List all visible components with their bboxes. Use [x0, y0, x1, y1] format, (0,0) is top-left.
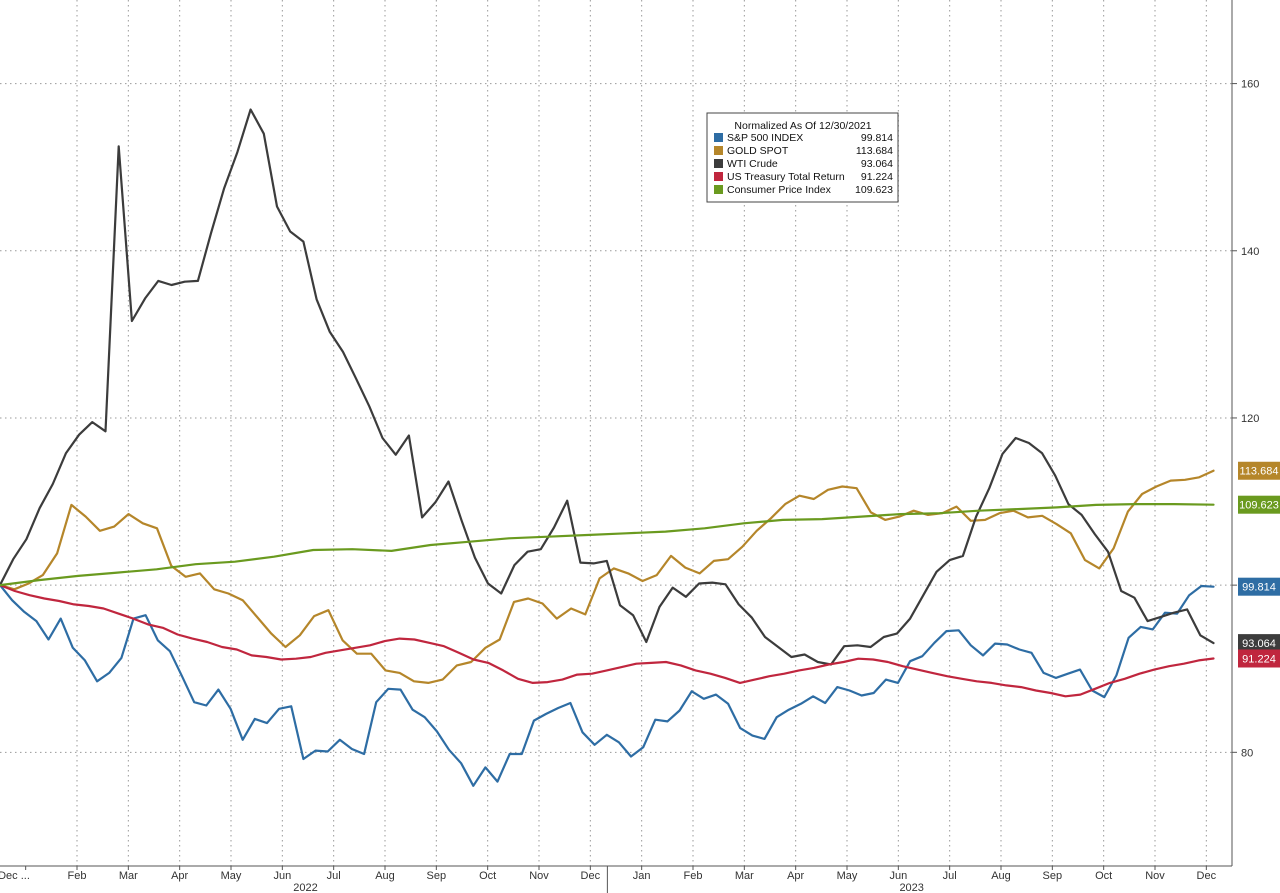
- last-value-tags: 99.814 113.684 93.064 91.224 109.623: [1238, 461, 1280, 668]
- legend-swatch: [714, 172, 723, 181]
- value-tag-label: 91.224: [1242, 653, 1276, 665]
- series-line: [0, 108, 1215, 666]
- x-tick-label: Jun: [273, 870, 291, 882]
- value-tag-label: 93.064: [1242, 638, 1276, 650]
- legend-series-value: 93.064: [861, 158, 893, 170]
- legend-box: [706, 112, 899, 203]
- legend-title: Normalized As Of 12/30/2021: [734, 120, 871, 132]
- series-line: [0, 469, 1215, 684]
- value-tag: [1238, 495, 1280, 514]
- legend-entries: S&P 500 INDEX 99.814 GOLD SPOT 113.684 WTI C…: [714, 132, 893, 196]
- value-tag-label: 113.684: [1240, 466, 1279, 478]
- y-tick-label: 140: [1241, 246, 1259, 258]
- legend-series-name: GOLD SPOT: [727, 145, 789, 157]
- value-tag: [1238, 649, 1280, 668]
- legend-swatch: [714, 133, 723, 142]
- x-tick-label: May: [221, 870, 242, 882]
- x-tick-label: Dec ...: [0, 870, 30, 882]
- year-label: 2022: [293, 882, 317, 893]
- value-tag-label: 109.623: [1239, 500, 1279, 512]
- gridlines: [0, 0, 1232, 866]
- y-tick-label: 80: [1241, 747, 1253, 759]
- x-tick-label: Aug: [991, 870, 1011, 882]
- x-tick-label: Oct: [1095, 870, 1112, 882]
- legend-series-value: 113.684: [856, 145, 893, 157]
- legend-series-value: 99.814: [861, 132, 893, 144]
- x-tick-label: Jul: [327, 870, 341, 882]
- legend-series-name: Consumer Price Index: [727, 184, 832, 196]
- axes: [0, 0, 1233, 867]
- x-tick-label: Feb: [684, 870, 703, 882]
- legend-swatch: [714, 146, 723, 155]
- value-tag: [1238, 634, 1280, 653]
- x-tick-label: Oct: [479, 870, 496, 882]
- x-tick-label: Dec: [581, 870, 601, 882]
- legend-series-value: 91.224: [861, 171, 893, 183]
- x-tick-label: Jul: [943, 870, 957, 882]
- x-tick-label: Jun: [889, 870, 907, 882]
- series-lines: [0, 108, 1215, 787]
- legend-series-name: S&P 500 INDEX: [727, 132, 803, 144]
- legend-series-value: 109.623: [855, 184, 893, 196]
- value-tag: [1238, 577, 1280, 596]
- legend-series-name: US Treasury Total Return: [727, 171, 845, 183]
- x-tick-label: May: [837, 870, 858, 882]
- x-tick-label: Nov: [529, 870, 549, 882]
- series-line: [0, 584, 1215, 698]
- legend-swatch: [714, 185, 723, 194]
- x-tick-label: Aug: [375, 870, 395, 882]
- value-tag: [1238, 461, 1280, 480]
- y-axis-ticks: 80 120 140 160: [1232, 79, 1259, 759]
- legend: Normalized As Of 12/30/2021 S&P 500 INDE…: [706, 112, 899, 203]
- x-tick-label: Jan: [633, 870, 651, 882]
- x-axis-ticks: Dec ... Feb Mar Apr May Jun Jul Aug Sep Oct Nov Dec…: [0, 866, 1217, 893]
- x-tick-label: Nov: [1145, 870, 1165, 882]
- y-tick-label: 160: [1241, 79, 1259, 91]
- x-tick-label: Feb: [68, 870, 87, 882]
- x-tick-label: Sep: [1043, 870, 1063, 882]
- x-tick-label: Apr: [787, 870, 804, 882]
- series-line: [0, 503, 1215, 587]
- x-tick-label: Sep: [427, 870, 447, 882]
- year-label: 2023: [899, 882, 923, 893]
- x-tick-label: Dec: [1197, 870, 1217, 882]
- x-tick-label: Apr: [171, 870, 188, 882]
- x-tick-label: Mar: [119, 870, 138, 882]
- x-tick-label: Mar: [735, 870, 754, 882]
- series-line: [0, 584, 1215, 787]
- legend-series-name: WTI Crude: [727, 158, 778, 170]
- y-tick-label: 120: [1241, 413, 1259, 425]
- value-tag-label: 99.814: [1242, 582, 1276, 594]
- legend-swatch: [714, 159, 723, 168]
